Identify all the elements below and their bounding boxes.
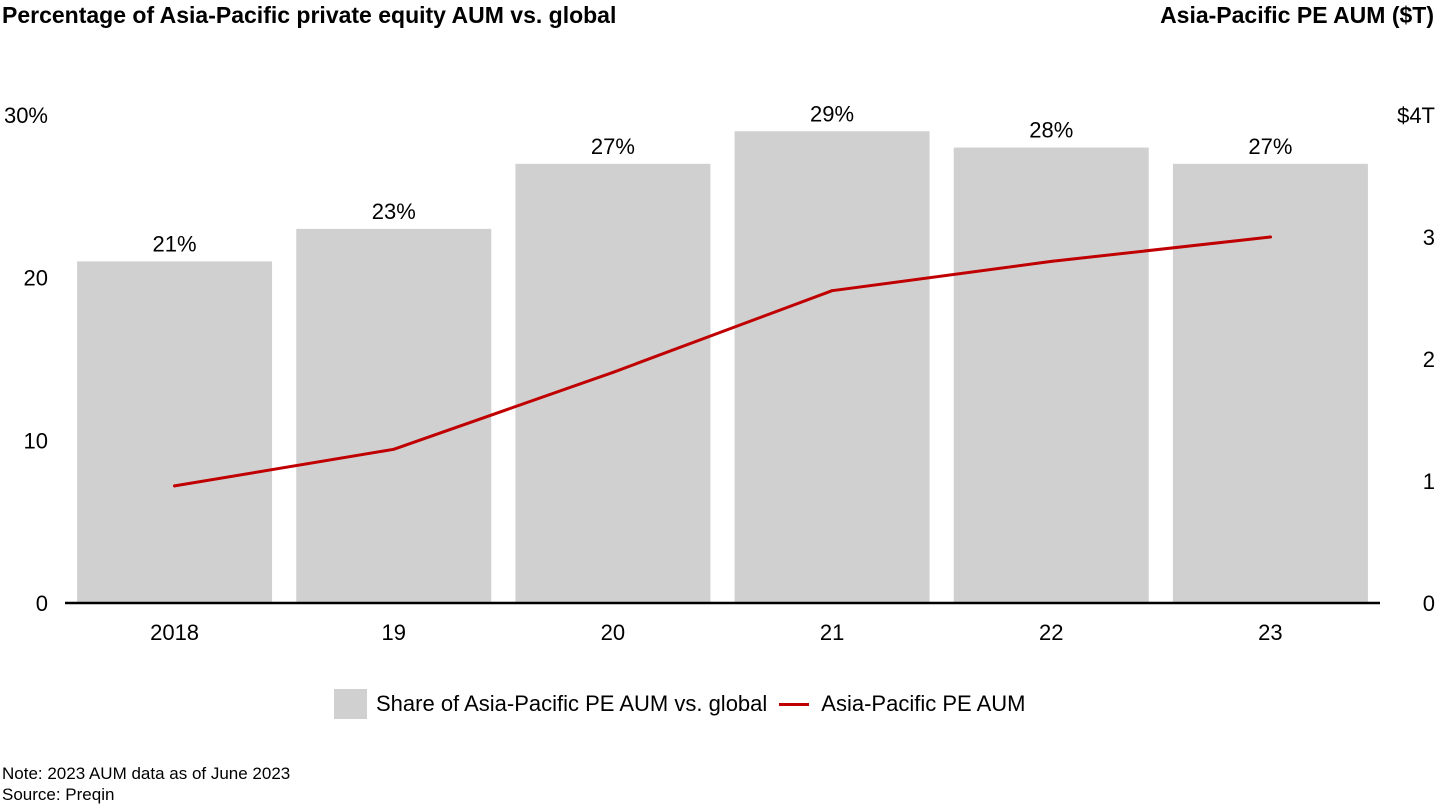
footnotes: Note: 2023 AUM data as of June 2023 Sour… (2, 763, 290, 805)
bar-value-label: 27% (1248, 134, 1292, 159)
legend-bar-swatch (334, 689, 367, 719)
y-left-tick-label: 0 (36, 591, 48, 616)
x-tick-label: 23 (1258, 620, 1282, 645)
bar-value-label: 21% (153, 231, 197, 256)
bar (734, 131, 930, 603)
right-axis-title: Asia-Pacific PE AUM ($T) (1160, 2, 1434, 28)
aum-point (830, 289, 834, 293)
x-tick-label: 19 (382, 620, 406, 645)
y-right-tick-label: $4T (1397, 103, 1435, 128)
legend: Share of Asia-Pacific PE AUM vs. global … (334, 689, 1025, 719)
bar (1172, 163, 1368, 604)
y-right-tick-label: 3 (1423, 225, 1435, 250)
aum-line (173, 235, 1272, 488)
bar (296, 228, 492, 603)
aum-point (392, 447, 396, 451)
aum-point (1049, 259, 1053, 263)
note-text: Note: 2023 AUM data as of June 2023 (2, 764, 291, 783)
y-right-tick-label: 0 (1423, 591, 1435, 616)
legend-bar-label: Share of Asia-Pacific PE AUM vs. global (376, 691, 768, 716)
y-right-tick-label: 2 (1423, 347, 1435, 372)
x-tick-label: 22 (1039, 620, 1063, 645)
bar (953, 147, 1149, 604)
x-tick-label: 21 (820, 620, 844, 645)
y-left-tick-label: 10 (24, 428, 48, 453)
combo-chart: 21%201823%1927%2029%2128%2227%230102030%… (4, 101, 1435, 645)
source-text: Source: Preqin (2, 785, 115, 804)
bar-value-label: 28% (1029, 118, 1073, 143)
x-tick-label: 2018 (150, 620, 199, 645)
aum-point (611, 370, 615, 374)
y-right-tick-label: 1 (1423, 469, 1435, 494)
y-left-tick-label: 20 (24, 266, 48, 291)
aum-point (173, 484, 177, 488)
chart-title: Percentage of Asia-Pacific private equit… (2, 2, 617, 28)
aum-point (1268, 235, 1272, 239)
legend-line-label: Asia-Pacific PE AUM (821, 691, 1026, 716)
bar-value-label: 27% (591, 134, 635, 159)
bar (515, 163, 711, 604)
bar-value-label: 23% (372, 199, 416, 224)
legend-line-swatch (779, 702, 810, 706)
y-left-tick-label: 30% (4, 103, 48, 128)
bar-value-label: 29% (810, 101, 854, 126)
x-tick-label: 20 (601, 620, 625, 645)
bar (77, 261, 273, 603)
